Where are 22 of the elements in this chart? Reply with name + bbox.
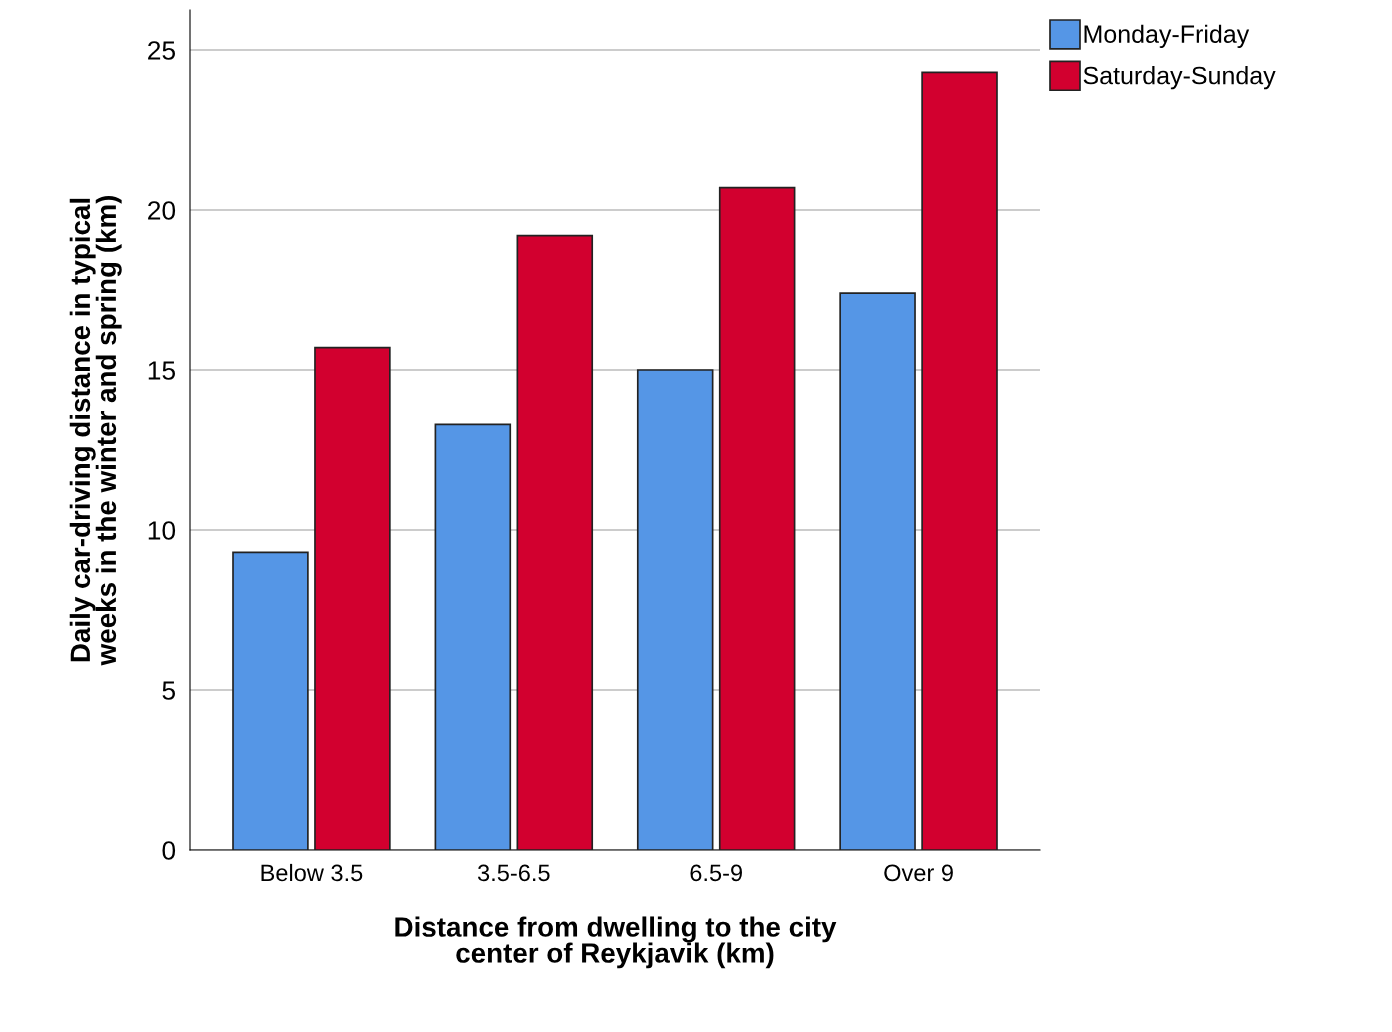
bar	[434, 423, 512, 850]
y-tick-label: 10	[148, 521, 176, 540]
y-tick-label: 20	[148, 201, 176, 220]
x-axis-title: Distance from dwelling to the city center of Reykjavik (km)	[395, 916, 837, 969]
y-axis-title: Daily car-driving distance in typical weeks in the winter and spring (km)	[69, 195, 122, 666]
bar	[921, 71, 998, 850]
x-tick-label: 3.5-6.5	[477, 864, 550, 882]
bar	[718, 186, 796, 850]
bar	[314, 346, 391, 850]
x-tick-label: Over 9	[884, 864, 953, 882]
y-tick-label: 15	[148, 361, 176, 380]
legend-label: Monday-Friday	[1084, 24, 1250, 48]
legend-label: Saturday-Sunday	[1083, 66, 1276, 90]
bar	[636, 369, 714, 850]
y-tick-label: 5	[162, 681, 176, 700]
bar	[516, 234, 594, 850]
x-tick-label: 6.5-9	[690, 864, 742, 882]
y-tick-label: 25	[148, 41, 176, 60]
x-tick-label: Below 3.5	[261, 863, 363, 882]
y-tick-label: 0	[162, 841, 176, 860]
bar	[232, 551, 309, 850]
bar	[839, 292, 916, 850]
